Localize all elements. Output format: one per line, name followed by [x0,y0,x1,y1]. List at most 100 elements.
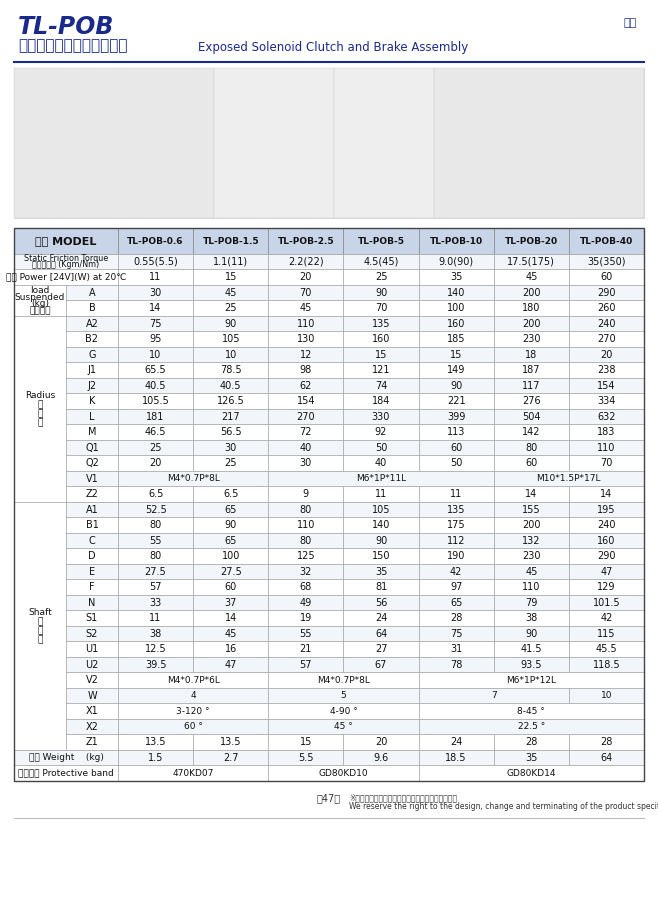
Text: 方: 方 [38,409,43,418]
Bar [268,456,343,471]
Bar [343,378,418,394]
Text: 160: 160 [447,318,465,328]
Bar [193,362,268,378]
Text: 160: 160 [597,536,616,545]
Text: Suspended: Suspended [15,292,65,301]
Bar [268,486,343,502]
Bar [118,424,193,440]
Text: 55: 55 [149,536,162,545]
Bar [343,456,418,471]
Text: TL-POB-40: TL-POB-40 [580,237,633,246]
Bar [343,394,418,409]
Bar [118,548,193,564]
Bar [569,332,644,347]
Text: 98: 98 [300,365,312,375]
Bar [494,394,569,409]
Bar [343,502,418,518]
Text: 18.5: 18.5 [445,753,467,762]
Text: 90: 90 [450,380,463,391]
Bar [494,518,569,533]
Bar [193,735,268,750]
Text: 4-90 °: 4-90 ° [330,707,357,716]
Text: 56: 56 [375,597,387,608]
Bar [268,332,343,347]
Text: M4*0.7P*8L: M4*0.7P*8L [166,475,220,483]
Text: 135: 135 [372,318,390,328]
Text: 230: 230 [522,335,540,344]
Text: 70: 70 [375,303,387,313]
Bar [569,564,644,579]
Bar [569,626,644,641]
Text: 6.5: 6.5 [148,489,163,500]
Bar [14,285,66,316]
Text: TL-POB-10: TL-POB-10 [430,237,483,246]
Bar [193,424,268,440]
Text: 20: 20 [375,737,387,747]
Bar [118,300,193,316]
Bar [193,641,268,657]
Text: 129: 129 [597,582,616,592]
Text: 15: 15 [450,350,463,360]
Text: 80: 80 [300,505,312,515]
Text: 154: 154 [597,380,616,391]
Text: B2: B2 [86,335,99,344]
Bar [418,228,494,254]
Text: 40: 40 [375,458,387,468]
Bar [193,409,268,424]
Bar [569,595,644,611]
Bar [193,750,268,765]
Bar [418,641,494,657]
Bar [418,579,494,595]
Bar [66,316,118,332]
Text: 97: 97 [450,582,463,592]
Text: We reserve the right to the design, change and terminating of the product specif: We reserve the right to the design, chan… [349,802,658,811]
Text: M4*0.7P*8L: M4*0.7P*8L [317,675,370,684]
Bar [343,486,418,502]
Text: A1: A1 [86,505,99,515]
Bar [118,332,193,347]
Bar [66,611,118,626]
Text: 200: 200 [522,318,540,328]
Text: TL-POB: TL-POB [18,15,114,39]
Text: 90: 90 [224,520,237,530]
Bar [418,269,494,285]
Text: 8-45 °: 8-45 ° [517,707,545,716]
Text: 14: 14 [224,614,237,623]
Text: 113: 113 [447,427,465,437]
Text: G: G [88,350,96,360]
Text: load: load [30,285,50,295]
Text: 90: 90 [525,629,538,639]
Bar [494,641,569,657]
Bar [118,394,193,409]
Bar [14,765,118,781]
Text: 110: 110 [297,318,315,328]
Bar [118,316,193,332]
Text: M6*1P*12L: M6*1P*12L [506,675,556,684]
Text: 22.5 °: 22.5 ° [518,722,545,731]
Text: 21: 21 [299,644,312,654]
Text: 81: 81 [375,582,387,592]
Bar [418,595,494,611]
Text: 14: 14 [525,489,538,500]
Bar [343,611,418,626]
Bar [418,502,494,518]
Bar [494,471,644,486]
Text: 112: 112 [447,536,465,545]
Bar [268,595,343,611]
Bar [118,269,193,285]
Text: 149: 149 [447,365,465,375]
Text: 175: 175 [447,520,465,530]
Bar [66,285,118,300]
Bar [66,486,118,502]
Text: 75: 75 [149,318,162,328]
Bar [66,564,118,579]
Text: 52.5: 52.5 [145,505,166,515]
Bar [193,440,268,456]
Text: 39.5: 39.5 [145,660,166,670]
Text: 45 °: 45 ° [334,722,353,731]
Text: 80: 80 [149,520,162,530]
Text: 靜摩擦轉矩 (Kgm/Nm): 靜摩擦轉矩 (Kgm/Nm) [32,260,99,269]
Text: 240: 240 [597,520,616,530]
Bar [569,228,644,254]
Bar [66,703,118,719]
